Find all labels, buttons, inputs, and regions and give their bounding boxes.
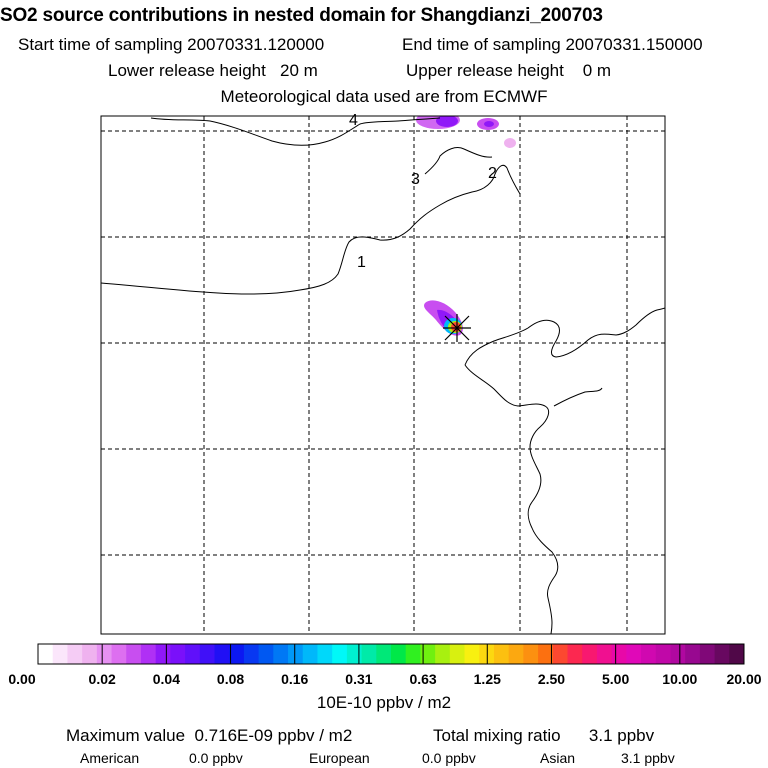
colorbar-tick-label: 0.16 bbox=[281, 671, 309, 687]
colorbar-tick-label: 0.63 bbox=[409, 671, 437, 687]
colorbar-swatch bbox=[567, 644, 583, 664]
map-frame bbox=[100, 115, 666, 635]
total-mixing-label: Total mixing ratio 3.1 ppbv bbox=[433, 726, 655, 745]
max-value-label: Maximum value 0.716E-09 ppbv / m2 bbox=[66, 726, 353, 745]
colorbar-tick-label: 20.00 bbox=[726, 671, 762, 687]
map-gridlines bbox=[101, 116, 665, 634]
asian-value: 3.1 ppbv bbox=[621, 750, 675, 766]
colorbar-swatch bbox=[538, 644, 554, 664]
station-marker-icon bbox=[443, 314, 471, 342]
american-value: 0.0 ppbv bbox=[189, 750, 243, 766]
asian-label: Asian bbox=[540, 750, 576, 766]
colorbar-swatch bbox=[214, 644, 230, 664]
colorbar-swatch bbox=[611, 644, 627, 664]
colorbar-swatch bbox=[317, 644, 333, 664]
colorbar-border bbox=[37, 643, 745, 665]
colorbar-swatch bbox=[376, 644, 392, 664]
colorbar-tick-label: 0.00 bbox=[8, 671, 36, 687]
colorbar-swatch bbox=[685, 644, 701, 664]
colorbar-swatch bbox=[523, 644, 539, 664]
contour-label-2: 2 bbox=[488, 165, 497, 182]
colorbar-swatch bbox=[626, 644, 642, 664]
american-label: American bbox=[80, 750, 140, 766]
european-label: European bbox=[309, 750, 370, 766]
colorbar-tick-label: 0.31 bbox=[345, 671, 373, 687]
european-value: 0.0 ppbv bbox=[422, 750, 476, 766]
colorbar-swatch bbox=[464, 644, 480, 664]
colorbar-swatch bbox=[346, 644, 362, 664]
colorbar-tick-label: 2.50 bbox=[537, 671, 566, 687]
colorbar-swatch bbox=[170, 644, 186, 664]
colorbar-swatch bbox=[126, 644, 142, 664]
page-title: SO2 source contributions in nested domai… bbox=[0, 5, 603, 26]
colorbar-swatch bbox=[140, 644, 157, 664]
colorbar-swatch bbox=[670, 644, 686, 664]
colorbar-tick-label: 0.02 bbox=[88, 671, 116, 687]
met-data-label: Meteorological data used are from ECMWF bbox=[220, 87, 548, 106]
contour-label-1: 1 bbox=[357, 254, 366, 271]
colorbar-swatch bbox=[302, 644, 318, 664]
colorbar-swatch bbox=[229, 644, 245, 664]
colorbar-tick-label: 1.25 bbox=[473, 671, 501, 687]
colorbar-swatch bbox=[258, 644, 274, 664]
colorbar-swatch bbox=[508, 644, 524, 664]
colorbar-swatch bbox=[714, 644, 730, 664]
colorbar bbox=[37, 643, 745, 665]
colorbar-swatch bbox=[111, 644, 127, 664]
colorbar-tick-label: 0.08 bbox=[216, 671, 245, 687]
colorbar-swatch bbox=[273, 644, 289, 664]
colorbar-swatch bbox=[596, 644, 613, 664]
colorbar-tick-label: 10.00 bbox=[662, 671, 698, 687]
contour-label-3: 3 bbox=[411, 171, 420, 188]
colorbar-swatch bbox=[243, 644, 260, 664]
contour-label-4: 4 bbox=[349, 112, 358, 129]
colorbar-swatch bbox=[332, 644, 348, 664]
colorbar-swatch bbox=[155, 644, 171, 664]
lower-release-height-label: Lower release height 20 m bbox=[108, 61, 318, 80]
end-time-label: End time of sampling 20070331.150000 bbox=[402, 35, 703, 54]
colorbar-swatch bbox=[288, 644, 304, 664]
colorbar-swatch bbox=[641, 644, 657, 664]
colorbar-swatch bbox=[38, 644, 54, 664]
colorbar-swatch bbox=[185, 644, 201, 664]
plume-north bbox=[416, 116, 516, 148]
colorbar-swatch bbox=[449, 644, 465, 664]
colorbar-swatch bbox=[391, 644, 407, 664]
colorbar-swatch bbox=[552, 644, 568, 664]
colorbar-swatch bbox=[52, 644, 68, 664]
colorbar-swatch bbox=[435, 644, 451, 664]
colorbar-swatch bbox=[699, 644, 715, 664]
upper-release-height-label: Upper release height 0 m bbox=[406, 61, 612, 80]
colorbar-swatch bbox=[361, 644, 377, 664]
colorbar-tick-label: 0.04 bbox=[152, 671, 180, 687]
colorbar-swatch bbox=[96, 644, 112, 664]
coastlines bbox=[101, 117, 665, 634]
colorbar-units: 10E-10 ppbv / m2 bbox=[316, 693, 452, 712]
colorbar-swatch bbox=[493, 644, 510, 664]
colorbar-swatch bbox=[420, 644, 436, 664]
start-time-label: Start time of sampling 20070331.120000 bbox=[18, 35, 325, 54]
colorbar-swatch bbox=[582, 644, 598, 664]
colorbar-swatch bbox=[82, 644, 98, 664]
colorbar-swatch bbox=[405, 644, 421, 664]
colorbar-tick-label: 5.00 bbox=[602, 671, 630, 687]
colorbar-swatch bbox=[655, 644, 671, 664]
colorbar-swatch bbox=[67, 644, 83, 664]
colorbar-swatch bbox=[199, 644, 215, 664]
colorbar-swatch bbox=[729, 644, 745, 664]
